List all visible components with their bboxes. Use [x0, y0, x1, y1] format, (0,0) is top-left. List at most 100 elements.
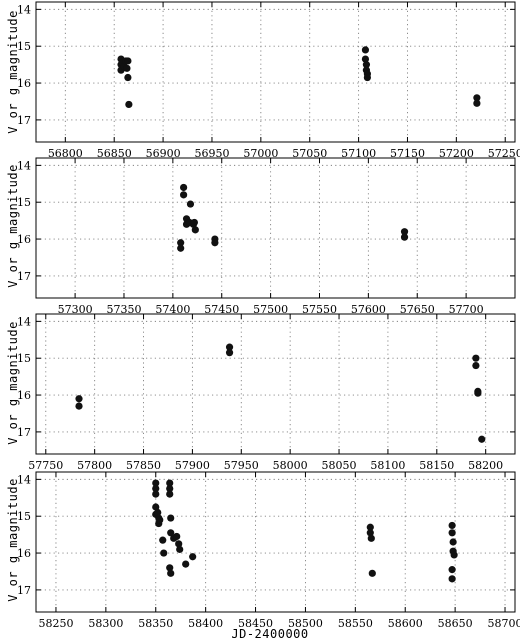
- x-tick-label: 58500: [288, 617, 323, 630]
- y-tick-label: 17: [17, 114, 31, 127]
- x-tick-label: 58300: [88, 617, 123, 630]
- data-point: [366, 523, 374, 531]
- y-tick-label: 17: [17, 584, 31, 597]
- plot-frame: [35, 471, 516, 613]
- data-point: [166, 564, 174, 572]
- y-axis-title-2: V or g magnitude: [6, 164, 20, 288]
- y-axis-title-1: V or g magnitude: [6, 10, 20, 134]
- data-point: [361, 55, 370, 63]
- panel-2: 57300 57350 57400 57450 57500 57550 57600 57650…: [17, 157, 516, 316]
- data-point: [180, 191, 188, 199]
- x-tick-label: 57350: [106, 303, 141, 316]
- data-point: [362, 61, 371, 69]
- data-point: [473, 94, 481, 102]
- x-tick-label: 58600: [388, 617, 423, 630]
- data-point: [167, 514, 175, 522]
- data-point: [156, 516, 164, 524]
- data-point: [159, 536, 167, 544]
- x-tick-label: 57300: [58, 303, 93, 316]
- data-point: [166, 490, 174, 498]
- data-point: [191, 226, 199, 234]
- data-point: [400, 233, 409, 241]
- x-tick-label: 57000: [243, 147, 278, 160]
- x-tick-label: 57100: [341, 147, 376, 160]
- y-tick-label: 15: [17, 40, 31, 53]
- x-tick-label: 57250: [488, 147, 520, 160]
- plot-frame: [35, 1, 516, 143]
- data-point: [177, 239, 185, 247]
- data-point: [160, 549, 168, 557]
- data-point: [225, 343, 234, 351]
- data-point: [125, 100, 133, 109]
- x-tick-label: 58700: [488, 617, 520, 630]
- data-point: [448, 521, 456, 530]
- x-tick-label: 57800: [77, 459, 112, 472]
- x-tick-label: 58400: [188, 617, 223, 630]
- data-point: [367, 534, 375, 542]
- x-tick-label: 58050: [322, 459, 357, 472]
- x-axis-title: JD-2400000: [231, 627, 308, 641]
- x-tick-label: 56950: [194, 147, 229, 160]
- x-tick-label: 56850: [97, 147, 132, 160]
- data-point: [152, 490, 160, 498]
- data-point: [186, 200, 195, 208]
- data-point: [177, 244, 185, 252]
- data-point: [167, 529, 175, 537]
- data-point: [152, 484, 160, 493]
- x-tick-label: 57600: [351, 303, 386, 316]
- y-tick-label: 14: [17, 159, 31, 172]
- data-point: [225, 349, 234, 357]
- x-tick-label: 57050: [292, 147, 327, 160]
- x-tick-label: 57950: [224, 459, 259, 472]
- data-point: [152, 479, 160, 487]
- data-point: [472, 354, 480, 362]
- x-tick-label: 58150: [419, 459, 454, 472]
- y-tick-label: 14: [17, 3, 31, 16]
- data-point: [474, 389, 482, 397]
- x-tick-label: 57200: [439, 147, 474, 160]
- data-point: [361, 46, 370, 54]
- x-tick-label: 58350: [138, 617, 173, 630]
- x-tick-label: 58450: [238, 617, 273, 630]
- data-point: [211, 239, 219, 247]
- y-tick-label: 14: [17, 473, 31, 486]
- x-tick-label: 58000: [273, 459, 308, 472]
- x-tick-label: 58250: [38, 617, 73, 630]
- data-point: [173, 532, 181, 541]
- data-point: [154, 508, 162, 517]
- panel-3: 57750 57800 57850 57900 57950 58000 58050 58100…: [17, 313, 516, 472]
- y-tick-label: 16: [17, 77, 31, 90]
- x-tick-label: 57450: [204, 303, 239, 316]
- data-point: [176, 545, 184, 553]
- data-point: [124, 57, 132, 65]
- data-point: [478, 435, 486, 443]
- data-point: [124, 73, 132, 82]
- data-point: [363, 73, 371, 82]
- data-point: [167, 569, 175, 577]
- data-point: [449, 538, 457, 546]
- data-point: [189, 553, 197, 561]
- y-tick-label: 15: [17, 510, 31, 523]
- data-point: [166, 479, 174, 487]
- data-point: [152, 503, 160, 511]
- y-tick-label: 14: [17, 315, 31, 328]
- x-tick-label: 58200: [468, 459, 503, 472]
- x-tick-label: 58100: [370, 459, 405, 472]
- data-point: [366, 529, 374, 537]
- x-tick-label: 57550: [302, 303, 337, 316]
- x-tick-label: 57500: [253, 303, 288, 316]
- x-tick-label: 58550: [338, 617, 373, 630]
- x-tick-label: 58650: [438, 617, 473, 630]
- plot-frame: [35, 313, 516, 455]
- panel-1: 56800 56850 56900 56950 57000 57050 57100 57150…: [17, 1, 520, 160]
- y-tick-label: 16: [17, 233, 31, 246]
- data-point: [75, 402, 83, 410]
- data-point: [190, 218, 198, 227]
- data-point: [75, 395, 83, 403]
- x-tick-label: 57750: [28, 459, 63, 472]
- data-point: [473, 99, 481, 107]
- panel-4: 58250 58300 58350 58400 58450 58500 58550 58600…: [17, 471, 520, 630]
- y-tick-label: 17: [17, 426, 31, 439]
- data-point: [175, 540, 183, 548]
